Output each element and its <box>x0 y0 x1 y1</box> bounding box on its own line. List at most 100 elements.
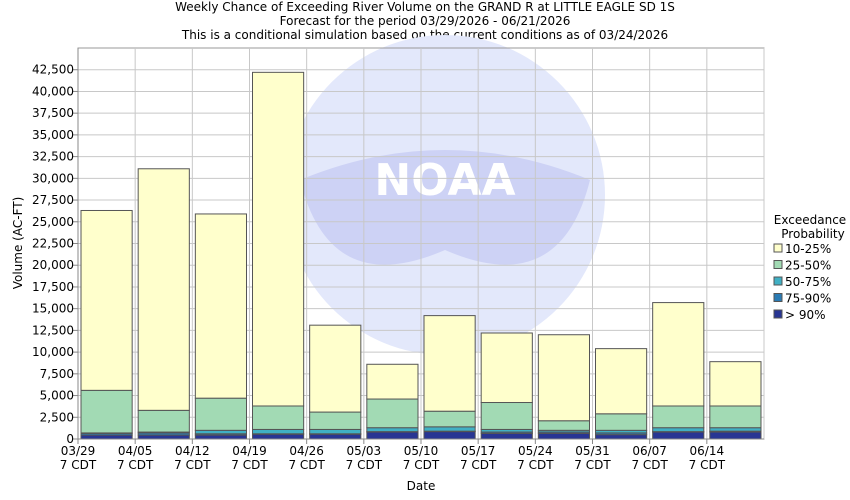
x-axis-label: Date <box>407 479 436 493</box>
y-tick-label: 17,500 <box>32 280 74 294</box>
legend-title: Exceedance <box>774 213 846 227</box>
bar-segment <box>652 302 705 407</box>
y-tick-label: 15,000 <box>32 302 74 316</box>
x-tick-sublabel: 7 CDT <box>231 458 268 472</box>
bar-segment <box>80 434 133 440</box>
bar-segment <box>309 433 362 440</box>
legend-label: 75-90% <box>785 292 831 306</box>
bar-segment <box>309 428 362 435</box>
legend-swatch <box>773 309 783 319</box>
x-tick-sublabel: 7 CDT <box>288 458 325 472</box>
legend-label: 50-75% <box>785 275 831 289</box>
x-tick-label: 04/26 <box>289 444 324 458</box>
x-tick-label: 05/03 <box>347 444 382 458</box>
bar-segment <box>537 432 590 440</box>
x-tick-sublabel: 7 CDT <box>517 458 554 472</box>
y-tick-label: 7,500 <box>40 367 74 381</box>
x-tick-label: 05/31 <box>575 444 610 458</box>
bar-segment <box>652 427 705 433</box>
noaa-watermark-text: NOAA <box>374 155 515 206</box>
legend-swatch <box>773 293 783 302</box>
bar-segment <box>480 402 533 430</box>
bar-segment <box>194 397 247 431</box>
legend-title: Probability <box>781 227 844 241</box>
bar-segment <box>137 168 190 411</box>
x-tick-sublabel: 7 CDT <box>117 458 154 472</box>
y-tick-label: 5,000 <box>40 389 74 403</box>
bar-segment <box>309 324 362 413</box>
x-tick-sublabel: 7 CDT <box>460 458 497 472</box>
bar-segment <box>194 429 247 435</box>
bar-segment <box>137 434 190 440</box>
y-tick-label: 37,500 <box>32 106 74 120</box>
y-tick-label: 42,500 <box>32 63 74 77</box>
x-tick-label: 06/14 <box>690 444 725 458</box>
bar-segment <box>423 410 476 428</box>
legend-label: 25-50% <box>785 259 831 273</box>
bar-segment <box>80 389 133 434</box>
x-tick-label: 04/19 <box>232 444 267 458</box>
x-tick-label: 06/07 <box>632 444 667 458</box>
bar-segment <box>652 405 705 429</box>
bar-segment <box>423 431 476 440</box>
bar-segment <box>652 431 705 440</box>
x-tick-label: 05/24 <box>518 444 553 458</box>
y-tick-label: 12,500 <box>32 323 74 337</box>
bar-segment <box>537 334 590 422</box>
y-tick-label: 35,000 <box>32 128 74 142</box>
legend-swatch <box>773 276 783 286</box>
y-tick-label: 0 <box>66 432 74 446</box>
y-tick-label: 25,000 <box>32 215 74 229</box>
y-tick-label: 32,500 <box>32 150 74 164</box>
y-tick-label: 27,500 <box>32 193 74 207</box>
bar-segment <box>252 433 305 440</box>
chart-subtitle-conditions: This is a conditional simulation based o… <box>181 28 669 42</box>
y-tick-label: 22,500 <box>32 237 74 251</box>
bar-segment <box>595 413 648 431</box>
bar-segment <box>709 361 762 407</box>
bar-segment <box>423 315 476 412</box>
bar-segment <box>595 348 648 415</box>
x-tick-sublabel: 7 CDT <box>60 458 97 472</box>
legend-swatch <box>773 243 783 253</box>
legend-swatch <box>773 260 783 269</box>
bar-segment <box>309 411 362 430</box>
legend-label: 10-25% <box>785 242 831 256</box>
bar-segment <box>366 427 419 433</box>
bar-segment <box>252 405 305 430</box>
bar-segment <box>366 398 419 429</box>
x-tick-sublabel: 7 CDT <box>174 458 211 472</box>
bar-segment <box>709 405 762 429</box>
x-tick-sublabel: 7 CDT <box>689 458 726 472</box>
bar-segment <box>366 431 419 440</box>
bar-segment <box>480 432 533 440</box>
y-axis-label: Volume (AC-FT) <box>11 197 25 290</box>
bar-segment <box>423 426 476 432</box>
bar-segment <box>366 363 419 400</box>
x-tick-sublabel: 7 CDT <box>346 458 383 472</box>
bar-segment <box>252 428 305 435</box>
x-tick-label: 05/10 <box>404 444 439 458</box>
bar-segment <box>137 409 190 433</box>
x-tick-label: 03/29 <box>61 444 96 458</box>
x-tick-sublabel: 7 CDT <box>574 458 611 472</box>
bar-segment <box>80 209 133 391</box>
bar-segment <box>709 427 762 432</box>
bar-segment <box>194 434 247 440</box>
x-tick-label: 04/12 <box>175 444 210 458</box>
y-tick-label: 10,000 <box>32 345 74 359</box>
y-tick-label: 30,000 <box>32 171 74 185</box>
bar-segment <box>709 431 762 440</box>
chart-subtitle-period: Forecast for the period 03/29/2026 - 06/… <box>279 14 571 28</box>
bar-segment <box>252 71 305 407</box>
y-tick-label: 2,500 <box>40 410 74 424</box>
bar-segment <box>194 213 247 399</box>
bar-segment <box>537 420 590 431</box>
x-tick-label: 04/05 <box>118 444 153 458</box>
chart-title: Weekly Chance of Exceeding River Volume … <box>175 0 675 14</box>
x-tick-sublabel: 7 CDT <box>631 458 668 472</box>
y-tick-label: 20,000 <box>32 258 74 272</box>
y-tick-label: 40,000 <box>32 84 74 98</box>
bar-segment <box>480 332 533 404</box>
